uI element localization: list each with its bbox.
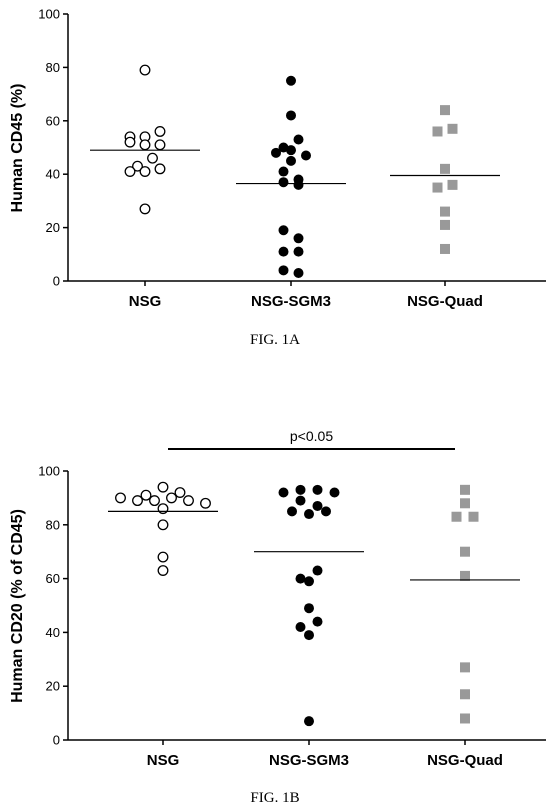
- chart-1: 0 20 40 60 80 100 NSG NSG-SGM3 NSG-Quad Human CD4…: [9, 7, 546, 349]
- y-tick-label: 60: [46, 571, 60, 586]
- y-tick-label: 80: [46, 517, 60, 532]
- data-point: [125, 167, 135, 177]
- data-point: [286, 110, 296, 120]
- data-point: [469, 512, 479, 522]
- data-point: [460, 498, 470, 508]
- x-category-label: NSG: [147, 752, 180, 769]
- data-point: [286, 156, 296, 166]
- data-point: [296, 485, 306, 495]
- data-point: [140, 204, 150, 214]
- data-point: [279, 265, 289, 275]
- data-point: [321, 506, 331, 516]
- data-point: [304, 509, 314, 519]
- data-point: [313, 485, 323, 495]
- data-point: [304, 630, 314, 640]
- data-point: [301, 151, 311, 161]
- data-point: [150, 496, 160, 506]
- data-point: [294, 180, 304, 190]
- y-tick-label: 100: [38, 464, 60, 479]
- data-point: [158, 566, 168, 576]
- data-point: [330, 488, 340, 498]
- data-point: [158, 520, 168, 530]
- data-point: [148, 153, 158, 163]
- data-point: [304, 603, 314, 613]
- data-point: [116, 493, 126, 503]
- data-point: [287, 506, 297, 516]
- y-tick-label: 40: [46, 167, 60, 182]
- data-point: [460, 485, 470, 495]
- y-tick-label: 80: [46, 60, 60, 75]
- data-point: [271, 148, 281, 158]
- data-point: [296, 496, 306, 506]
- data-point: [294, 247, 304, 257]
- data-point: [294, 268, 304, 278]
- data-point: [279, 247, 289, 257]
- data-point: [158, 504, 168, 514]
- data-point: [460, 689, 470, 699]
- data-point: [286, 145, 296, 155]
- data-point: [440, 207, 450, 217]
- y-axis-label: Human CD45 (%): [9, 84, 26, 213]
- x-category-label: NSG-SGM3: [269, 752, 349, 769]
- data-point: [279, 177, 289, 187]
- data-point: [184, 496, 194, 506]
- data-point: [440, 220, 450, 230]
- data-point: [433, 183, 443, 193]
- data-point: [448, 124, 458, 134]
- data-point: [175, 488, 185, 498]
- data-point: [125, 137, 135, 147]
- y-tick-label: 60: [46, 113, 60, 128]
- data-point: [448, 180, 458, 190]
- y-tick-label: 0: [53, 733, 60, 748]
- data-point: [440, 105, 450, 115]
- data-point: [313, 617, 323, 627]
- data-point: [452, 512, 462, 522]
- x-category-label: NSG-Quad: [407, 293, 483, 310]
- data-point: [296, 574, 306, 584]
- data-point: [460, 547, 470, 557]
- data-point: [313, 501, 323, 511]
- data-point: [313, 566, 323, 576]
- data-point: [167, 493, 177, 503]
- data-point: [286, 76, 296, 86]
- data-point: [279, 225, 289, 235]
- y-axis-label: Human CD20 (% of CD45): [9, 509, 26, 703]
- data-point: [158, 552, 168, 562]
- y-tick-label: 40: [46, 625, 60, 640]
- y-tick-label: 20: [46, 679, 60, 694]
- y-tick-label: 100: [38, 7, 60, 22]
- figure-caption: FIG. 1B: [250, 790, 299, 806]
- data-point: [140, 140, 150, 150]
- data-point: [155, 164, 165, 174]
- figure-caption: FIG. 1A: [250, 332, 300, 348]
- data-point: [155, 140, 165, 150]
- data-point: [141, 490, 151, 500]
- data-point: [433, 126, 443, 136]
- x-category-label: NSG-Quad: [427, 752, 503, 769]
- data-point: [201, 498, 211, 508]
- data-point: [304, 576, 314, 586]
- x-category-label: NSG: [129, 293, 162, 310]
- data-point: [440, 164, 450, 174]
- y-tick-label: 20: [46, 220, 60, 235]
- data-point: [304, 716, 314, 726]
- significance-label: p<0.05: [290, 428, 333, 444]
- data-point: [294, 134, 304, 144]
- data-point: [155, 127, 165, 137]
- data-point: [279, 488, 289, 498]
- data-point: [133, 496, 143, 506]
- data-point: [140, 167, 150, 177]
- data-point: [440, 244, 450, 254]
- data-point: [460, 662, 470, 672]
- data-point: [140, 65, 150, 75]
- data-point: [294, 233, 304, 243]
- y-tick-label: 0: [53, 274, 60, 289]
- x-category-label: NSG-SGM3: [251, 293, 331, 310]
- data-point: [279, 167, 289, 177]
- chart-2: 0 20 40 60 80 100 NSG NSG-SGM3 NSG-Quad Human CD2…: [9, 428, 546, 806]
- data-point: [460, 713, 470, 723]
- data-point: [296, 622, 306, 632]
- data-point: [158, 482, 168, 492]
